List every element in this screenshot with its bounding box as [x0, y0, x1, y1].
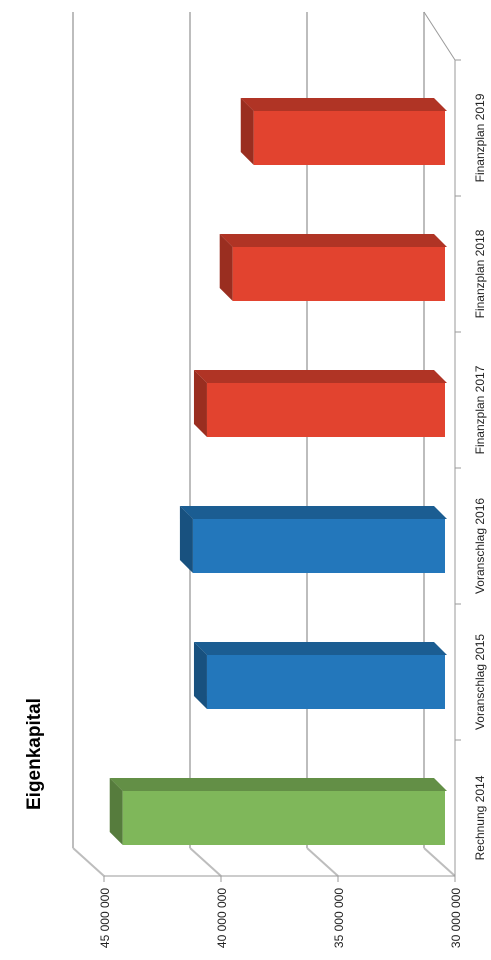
bar-end-face [193, 370, 207, 437]
bar-end-face [240, 98, 254, 165]
gridline-floor [306, 847, 339, 877]
bar-end-face [193, 642, 207, 709]
bar-depth-face [109, 778, 447, 791]
bar-depth-face [240, 98, 447, 111]
chart-title: Eigenkapital [24, 698, 45, 810]
bar-end-face [109, 778, 123, 845]
y-tick-label: 30 000 000 [449, 888, 463, 948]
bar-depth-face [193, 370, 447, 383]
category-label: Voranschlag 2016 [473, 498, 487, 594]
bar [232, 247, 445, 301]
category-label: Finanzplan 2018 [473, 229, 487, 318]
bar-end-face [219, 234, 233, 301]
category-label: Finanzplan 2017 [473, 365, 487, 454]
bar [192, 519, 445, 573]
category-label: Rechnung 2014 [473, 775, 487, 860]
category-label: Voranschlag 2015 [473, 634, 487, 730]
y-tick-label: 40 000 000 [215, 888, 229, 948]
bar-depth-face [179, 506, 448, 519]
bars [109, 98, 448, 845]
y-tick-label: 35 000 000 [332, 888, 346, 948]
bar [206, 655, 445, 709]
labels: 30 000 000 35 000 000 40 000 000 45 000 000… [98, 93, 487, 948]
bar [206, 383, 445, 437]
bar [122, 791, 445, 845]
gridline-floor [72, 847, 105, 877]
axes [103, 11, 461, 882]
gridline-floor [423, 847, 456, 877]
gridline-floor [189, 847, 222, 877]
bar-end-face [179, 506, 193, 573]
y-tick-label: 45 000 000 [98, 888, 112, 948]
category-label: Finanzplan 2019 [473, 93, 487, 182]
bar [253, 111, 445, 165]
bar-depth-face [193, 642, 447, 655]
bar-depth-face [219, 234, 447, 247]
category-axis-diagonal [423, 11, 456, 61]
